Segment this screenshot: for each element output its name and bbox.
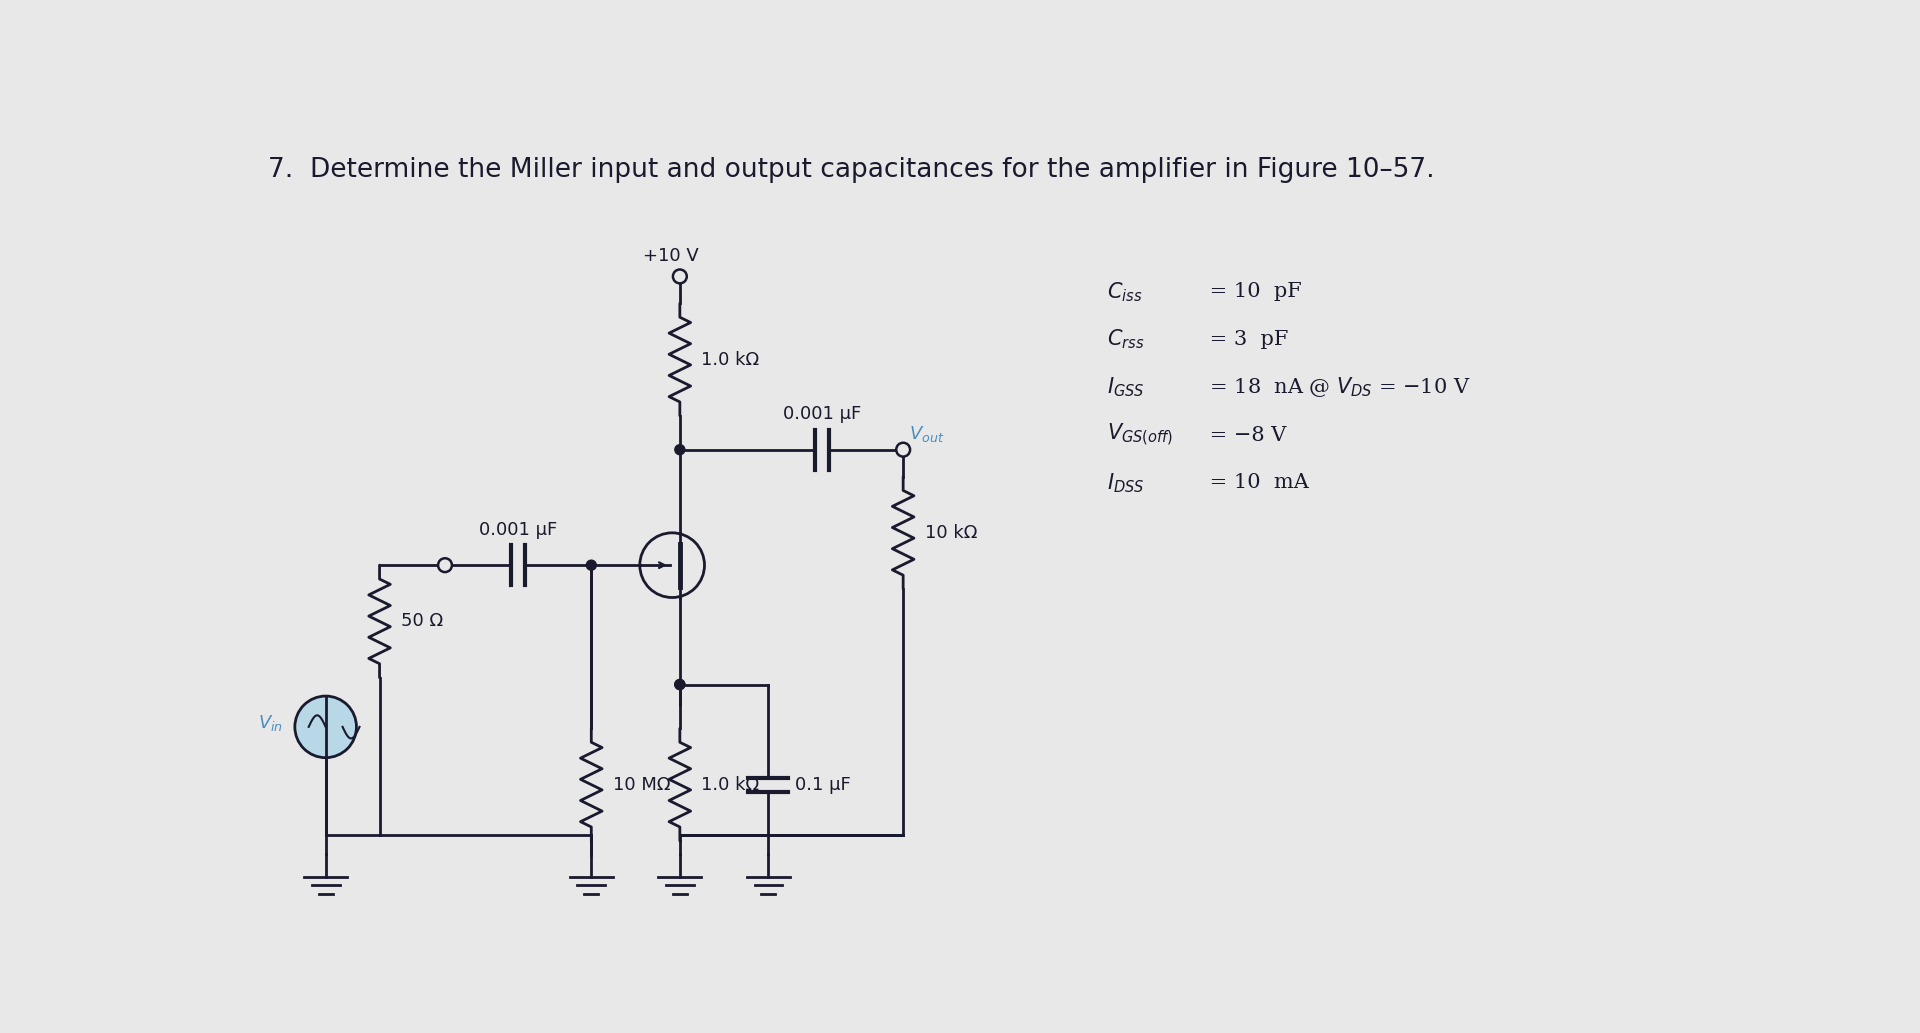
Text: 7.  Determine the Miller input and output capacitances for the amplifier in Figu: 7. Determine the Miller input and output… xyxy=(269,157,1434,183)
Text: 10 kΩ: 10 kΩ xyxy=(925,524,977,542)
Text: = 3  pF: = 3 pF xyxy=(1204,331,1288,349)
Circle shape xyxy=(674,680,685,689)
Text: 1.0 kΩ: 1.0 kΩ xyxy=(701,776,760,793)
Circle shape xyxy=(674,271,685,282)
Text: 0.001 μF: 0.001 μF xyxy=(783,406,862,424)
Circle shape xyxy=(641,534,703,597)
Text: = 10  pF: = 10 pF xyxy=(1204,282,1302,302)
Text: 1.0 kΩ: 1.0 kΩ xyxy=(701,350,760,369)
Circle shape xyxy=(674,444,685,455)
Text: = 18  nA @ $V_{DS}$ = −10 V: = 18 nA @ $V_{DS}$ = −10 V xyxy=(1204,375,1471,400)
Circle shape xyxy=(440,560,451,571)
Text: = −8 V: = −8 V xyxy=(1204,426,1286,444)
Text: $V_{GS(off)}$: $V_{GS(off)}$ xyxy=(1108,421,1173,448)
Text: +10 V: +10 V xyxy=(643,247,699,264)
Circle shape xyxy=(296,696,357,757)
Text: 0.1 μF: 0.1 μF xyxy=(795,776,851,793)
Text: 0.001 μF: 0.001 μF xyxy=(478,521,557,539)
Text: $C_{rss}$: $C_{rss}$ xyxy=(1108,327,1144,351)
Text: $I_{GSS}$: $I_{GSS}$ xyxy=(1108,376,1144,399)
Text: $V_{out}$: $V_{out}$ xyxy=(908,424,945,443)
Circle shape xyxy=(897,444,908,456)
Text: = 10  mA: = 10 mA xyxy=(1204,473,1309,493)
Text: 10 MΩ: 10 MΩ xyxy=(612,776,670,793)
Text: $C_{iss}$: $C_{iss}$ xyxy=(1108,280,1142,304)
Circle shape xyxy=(674,680,685,689)
Text: 50 Ω: 50 Ω xyxy=(401,613,444,630)
Text: $V_{in}$: $V_{in}$ xyxy=(259,713,284,733)
Text: $I_{DSS}$: $I_{DSS}$ xyxy=(1108,471,1144,495)
Circle shape xyxy=(586,560,597,570)
